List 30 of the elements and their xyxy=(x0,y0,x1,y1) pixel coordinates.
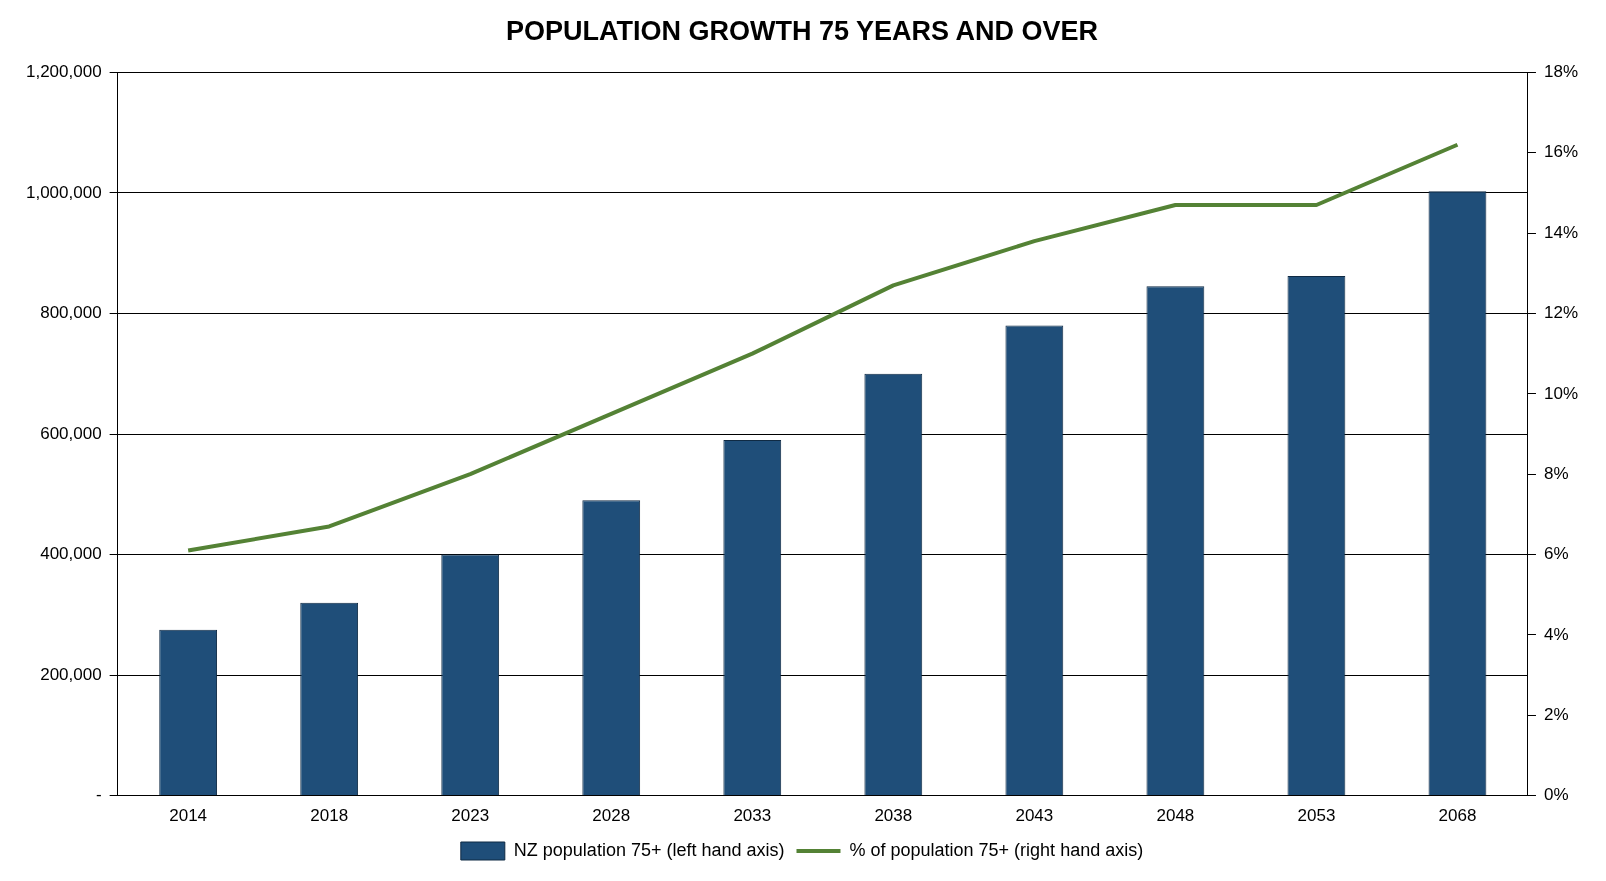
x-tick-label: 2053 xyxy=(1297,806,1336,826)
x-tick-label: 2048 xyxy=(1156,806,1195,826)
y2-tick-label: 2% xyxy=(1543,704,1569,724)
y2-tick-label: 10% xyxy=(1543,383,1579,403)
chart-title: POPULATION GROWTH 75 YEARS AND OVER xyxy=(505,15,1099,46)
x-tick-label: 2018 xyxy=(310,806,349,826)
legend-label: % of population 75+ (right hand axis) xyxy=(849,839,1144,860)
y-tick-label: 600,000 xyxy=(40,423,102,443)
y-tick-label: 400,000 xyxy=(40,544,102,564)
y-tick-label: 800,000 xyxy=(40,303,102,323)
y2-tick-label: 14% xyxy=(1543,222,1579,242)
y2-tick-label: 0% xyxy=(1543,785,1569,805)
y2-tick-label: 4% xyxy=(1543,624,1569,644)
y2-tick-label: 16% xyxy=(1543,142,1579,162)
x-tick-label: 2043 xyxy=(1015,806,1054,826)
y2-tick-label: 18% xyxy=(1543,62,1579,82)
y-tick-label: - xyxy=(95,785,102,805)
y-tick-label: 1,200,000 xyxy=(25,62,102,82)
y2-tick-label: 6% xyxy=(1543,544,1569,564)
x-tick-label: 2023 xyxy=(451,806,490,826)
y2-tick-label: 12% xyxy=(1543,303,1579,323)
y-tick-label: 1,000,000 xyxy=(25,182,102,202)
x-tick-label: 2014 xyxy=(169,806,208,826)
legend-label: NZ population 75+ (left hand axis) xyxy=(513,839,785,860)
x-tick-label: 2028 xyxy=(592,806,631,826)
x-tick-label: 2033 xyxy=(733,806,772,826)
x-tick-label: 2038 xyxy=(874,806,913,826)
y-tick-label: 200,000 xyxy=(40,664,102,684)
x-tick-label: 2068 xyxy=(1438,806,1477,826)
y2-tick-label: 8% xyxy=(1543,463,1569,483)
